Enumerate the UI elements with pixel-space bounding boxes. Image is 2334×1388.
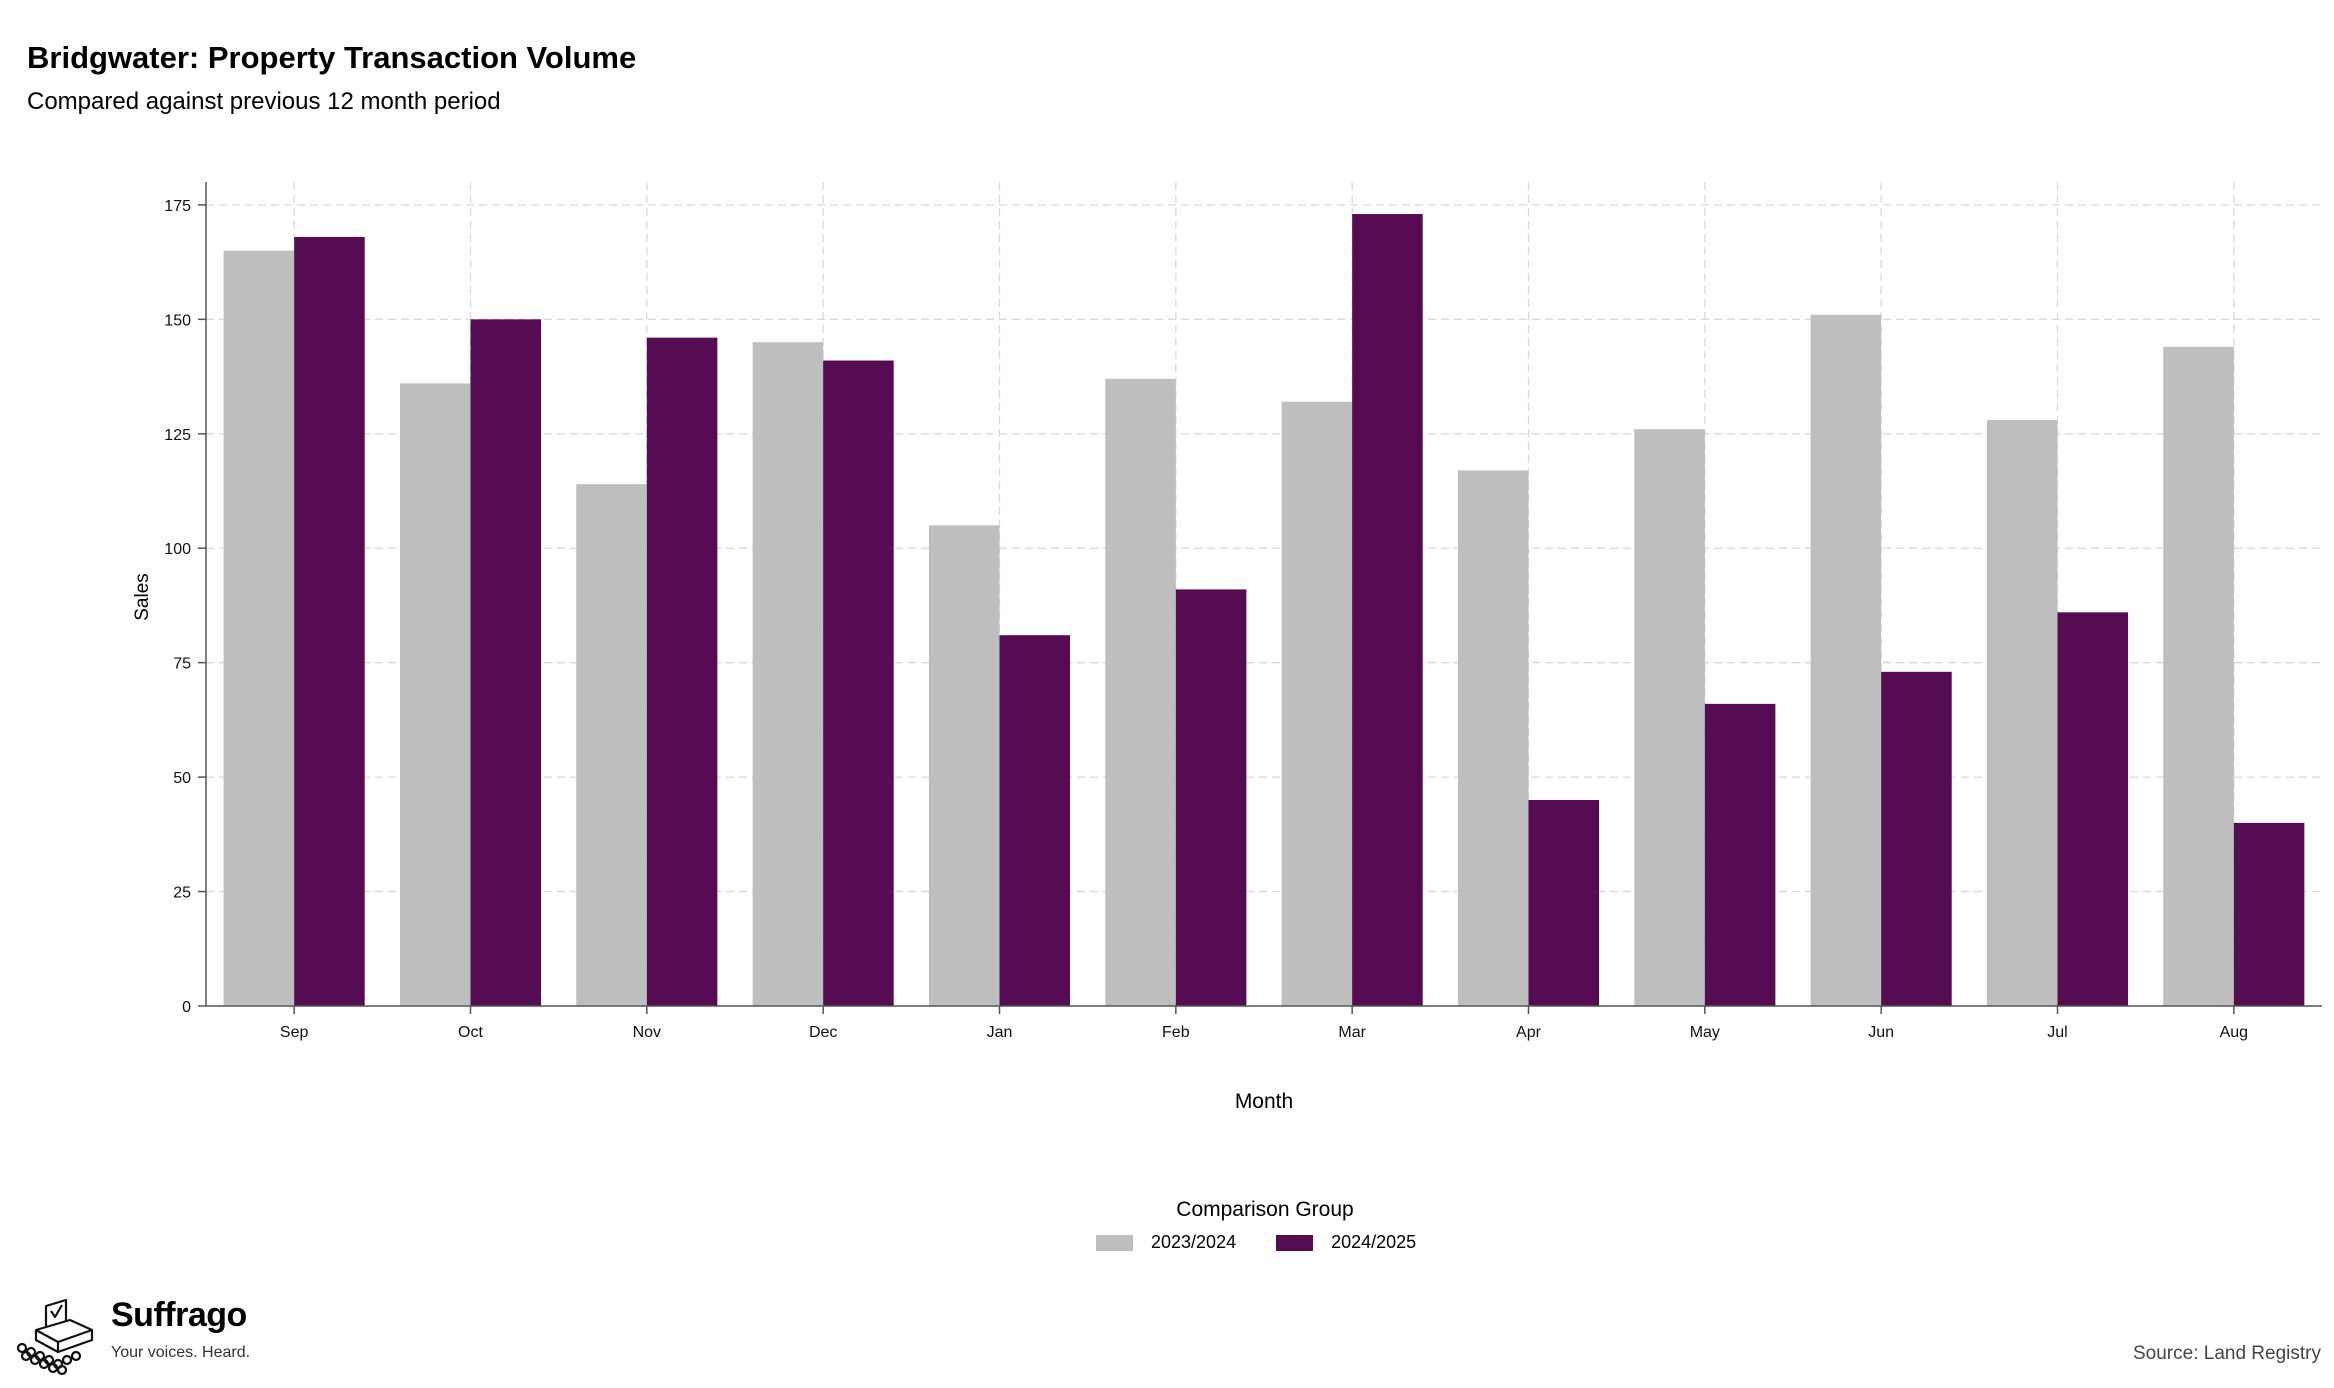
x-axis-label: Month — [1235, 1090, 1293, 1113]
y-tick-label-150: 150 — [164, 312, 191, 329]
x-tick-label-jan: Jan — [987, 1024, 1013, 1041]
x-tick-label-feb: Feb — [1162, 1024, 1190, 1041]
bar-jul-2023-2024 — [1986, 420, 2058, 1006]
legend-swatch-2024-2025 — [1276, 1234, 1314, 1251]
x-tick-label-dec: Dec — [809, 1024, 837, 1041]
y-tick-label-50: 50 — [173, 770, 191, 787]
bar-nov-2023-2024 — [576, 484, 647, 1007]
bar-mar-2023-2024 — [1281, 401, 1353, 1006]
x-tick-label-jun: Jun — [1868, 1024, 1894, 1041]
source-note: Source: Land Registry — [2133, 1343, 2321, 1364]
chart-subtitle: Compared against previous 12 month perio… — [27, 88, 501, 115]
y-tick-label-125: 125 — [164, 427, 191, 444]
x-tick-label-nov: Nov — [633, 1024, 661, 1041]
x-tick-label-jul: Jul — [2047, 1024, 2067, 1041]
x-tick-label-mar: Mar — [1338, 1024, 1366, 1041]
y-tick-label-25: 25 — [173, 885, 191, 902]
axes: 0 25 50 75 100 125 150 175 Sep Oct Nov Dec Jan Feb Mar… — [164, 182, 2322, 1041]
y-tick-label-100: 100 — [164, 541, 191, 558]
chart-title: Bridgwater: Property Transaction Volume — [27, 40, 637, 75]
bar-apr-2024-2025 — [1528, 800, 1600, 1006]
bar-feb-2023-2024 — [1105, 378, 1176, 1006]
x-tick-label-oct: Oct — [458, 1024, 483, 1041]
bars — [223, 214, 2305, 1007]
bar-jan-2023-2024 — [928, 525, 1000, 1006]
x-tick-label-aug: Aug — [2220, 1024, 2248, 1041]
bar-nov-2024-2025 — [646, 337, 718, 1007]
brand-name: Suffrago — [111, 1296, 247, 1334]
suffrago-logo: Suffrago Your voices. Heard. — [14, 1296, 274, 1376]
bar-jan-2024-2025 — [999, 635, 1071, 1006]
ballot-box-icon — [16, 1298, 94, 1376]
brand-tagline: Your voices. Heard. — [111, 1344, 251, 1361]
legend-item-2023-2024: 2023/2024 — [1096, 1232, 1236, 1253]
legend-items: 2023/2024 2024/2025 — [1096, 1232, 1456, 1253]
y-axis-label: Sales — [132, 573, 153, 621]
bar-oct-2024-2025 — [470, 319, 542, 1006]
y-tick-label-0: 0 — [182, 999, 191, 1016]
bar-sep-2024-2025 — [294, 236, 365, 1006]
bar-dec-2023-2024 — [752, 342, 824, 1006]
x-tick-label-apr: Apr — [1516, 1024, 1542, 1041]
bar-aug-2023-2024 — [2163, 346, 2234, 1006]
y-tick-label-75: 75 — [173, 656, 191, 673]
bar-may-2023-2024 — [1634, 429, 1705, 1006]
legend-item-2024-2025: 2024/2025 — [1276, 1232, 1416, 1253]
x-tick-label-may: May — [1690, 1024, 1720, 1041]
y-tick-label-175: 175 — [164, 198, 191, 215]
bar-dec-2024-2025 — [823, 360, 894, 1006]
legend-swatch-2023-2024 — [1096, 1234, 1133, 1251]
bar-jun-2023-2024 — [1810, 314, 1882, 1006]
bar-aug-2024-2025 — [2233, 822, 2305, 1006]
bar-mar-2024-2025 — [1352, 214, 1423, 1007]
legend-label-2023-2024: 2023/2024 — [1151, 1232, 1237, 1252]
legend: Comparison Group 2023/2024 2024/2025 — [0, 1198, 2334, 1278]
bar-oct-2023-2024 — [399, 383, 471, 1006]
legend-title: Comparison Group — [1176, 1198, 1354, 1221]
bar-may-2024-2025 — [1704, 703, 1776, 1006]
bar-jul-2024-2025 — [2057, 612, 2129, 1006]
bar-sep-2023-2024 — [223, 250, 295, 1006]
x-tick-label-sep: Sep — [280, 1024, 309, 1041]
bar-jun-2024-2025 — [1881, 671, 1952, 1006]
bar-feb-2024-2025 — [1175, 589, 1247, 1006]
legend-label-2024-2025: 2024/2025 — [1331, 1232, 1417, 1252]
bar-apr-2023-2024 — [1457, 470, 1529, 1006]
